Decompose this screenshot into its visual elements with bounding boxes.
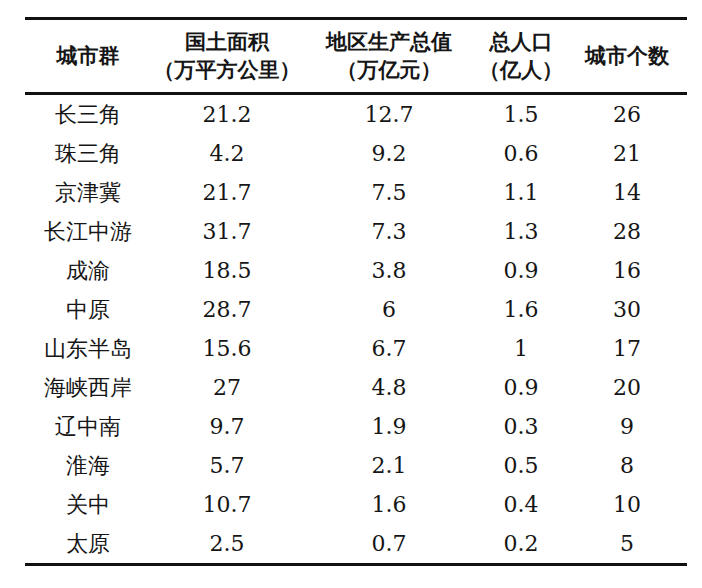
gdp-cell: 1.9 xyxy=(303,407,475,446)
population-cell: 0.2 xyxy=(475,524,567,565)
land-area-cell: 2.5 xyxy=(151,524,303,565)
city-count-cell: 26 xyxy=(567,94,687,135)
city-count-cell: 21 xyxy=(567,134,687,173)
header-gdp-unit: （万亿元） xyxy=(303,56,475,84)
cluster-name-cell: 长三角 xyxy=(25,94,151,135)
city-count-cell: 16 xyxy=(567,251,687,290)
cluster-name-cell: 辽中南 xyxy=(25,407,151,446)
population-cell: 0.6 xyxy=(475,134,567,173)
header-cluster: 城市群 xyxy=(25,19,151,94)
land-area-cell: 5.7 xyxy=(151,446,303,485)
table-row: 成渝 18.5 3.8 0.9 16 xyxy=(25,251,687,290)
table-row: 中原 28.7 6 1.6 30 xyxy=(25,290,687,329)
city-count-cell: 10 xyxy=(567,485,687,524)
table-row: 珠三角 4.2 9.2 0.6 21 xyxy=(25,134,687,173)
header-city-count: 城市个数 xyxy=(567,19,687,94)
land-area-cell: 15.6 xyxy=(151,329,303,368)
table-row: 京津冀 21.7 7.5 1.1 14 xyxy=(25,173,687,212)
city-count-cell: 20 xyxy=(567,368,687,407)
land-area-cell: 9.7 xyxy=(151,407,303,446)
cluster-name-cell: 成渝 xyxy=(25,251,151,290)
city-count-cell: 14 xyxy=(567,173,687,212)
header-row: 城市群 国土面积 （万平方公里） 地区生产总值 （万亿元） 总人口 （亿人） 城… xyxy=(25,19,687,94)
header-gdp: 地区生产总值 （万亿元） xyxy=(303,19,475,94)
gdp-cell: 6.7 xyxy=(303,329,475,368)
land-area-cell: 4.2 xyxy=(151,134,303,173)
city-count-cell: 8 xyxy=(567,446,687,485)
header-cluster-title: 城市群 xyxy=(25,42,151,70)
table-row: 长三角 21.2 12.7 1.5 26 xyxy=(25,94,687,135)
cluster-name-cell: 中原 xyxy=(25,290,151,329)
land-area-cell: 21.7 xyxy=(151,173,303,212)
population-cell: 0.5 xyxy=(475,446,567,485)
population-cell: 1 xyxy=(475,329,567,368)
gdp-cell: 4.8 xyxy=(303,368,475,407)
table-row: 太原 2.5 0.7 0.2 5 xyxy=(25,524,687,565)
header-land-area-title: 国土面积 xyxy=(151,28,303,56)
population-cell: 0.9 xyxy=(475,368,567,407)
population-cell: 0.9 xyxy=(475,251,567,290)
land-area-cell: 10.7 xyxy=(151,485,303,524)
header-population-title: 总人口 xyxy=(475,28,567,56)
table-row: 辽中南 9.7 1.9 0.3 9 xyxy=(25,407,687,446)
population-cell: 1.6 xyxy=(475,290,567,329)
land-area-cell: 31.7 xyxy=(151,212,303,251)
land-area-cell: 28.7 xyxy=(151,290,303,329)
header-city-count-title: 城市个数 xyxy=(567,42,687,70)
cluster-name-cell: 海峡西岸 xyxy=(25,368,151,407)
city-clusters-table-container: 城市群 国土面积 （万平方公里） 地区生产总值 （万亿元） 总人口 （亿人） 城… xyxy=(25,17,687,566)
header-population: 总人口 （亿人） xyxy=(475,19,567,94)
table-row: 长江中游 31.7 7.3 1.3 28 xyxy=(25,212,687,251)
cluster-name-cell: 长江中游 xyxy=(25,212,151,251)
header-land-area: 国土面积 （万平方公里） xyxy=(151,19,303,94)
cluster-name-cell: 淮海 xyxy=(25,446,151,485)
gdp-cell: 12.7 xyxy=(303,94,475,135)
header-population-unit: （亿人） xyxy=(475,56,567,84)
header-gdp-title: 地区生产总值 xyxy=(303,28,475,56)
gdp-cell: 2.1 xyxy=(303,446,475,485)
table-row: 淮海 5.7 2.1 0.5 8 xyxy=(25,446,687,485)
cluster-name-cell: 京津冀 xyxy=(25,173,151,212)
table-row: 关中 10.7 1.6 0.4 10 xyxy=(25,485,687,524)
land-area-cell: 21.2 xyxy=(151,94,303,135)
population-cell: 1.1 xyxy=(475,173,567,212)
population-cell: 1.3 xyxy=(475,212,567,251)
population-cell: 1.5 xyxy=(475,94,567,135)
header-land-area-unit: （万平方公里） xyxy=(151,56,303,84)
population-cell: 0.3 xyxy=(475,407,567,446)
cluster-name-cell: 太原 xyxy=(25,524,151,565)
city-count-cell: 30 xyxy=(567,290,687,329)
land-area-cell: 27 xyxy=(151,368,303,407)
table-body: 长三角 21.2 12.7 1.5 26 珠三角 4.2 9.2 0.6 21 … xyxy=(25,94,687,565)
city-count-cell: 5 xyxy=(567,524,687,565)
cluster-name-cell: 珠三角 xyxy=(25,134,151,173)
table-row: 海峡西岸 27 4.8 0.9 20 xyxy=(25,368,687,407)
gdp-cell: 0.7 xyxy=(303,524,475,565)
gdp-cell: 6 xyxy=(303,290,475,329)
gdp-cell: 1.6 xyxy=(303,485,475,524)
land-area-cell: 18.5 xyxy=(151,251,303,290)
gdp-cell: 7.5 xyxy=(303,173,475,212)
city-count-cell: 28 xyxy=(567,212,687,251)
cluster-name-cell: 山东半岛 xyxy=(25,329,151,368)
city-count-cell: 9 xyxy=(567,407,687,446)
city-count-cell: 17 xyxy=(567,329,687,368)
gdp-cell: 3.8 xyxy=(303,251,475,290)
population-cell: 0.4 xyxy=(475,485,567,524)
table-row: 山东半岛 15.6 6.7 1 17 xyxy=(25,329,687,368)
gdp-cell: 9.2 xyxy=(303,134,475,173)
gdp-cell: 7.3 xyxy=(303,212,475,251)
city-clusters-table: 城市群 国土面积 （万平方公里） 地区生产总值 （万亿元） 总人口 （亿人） 城… xyxy=(25,17,687,566)
table-header: 城市群 国土面积 （万平方公里） 地区生产总值 （万亿元） 总人口 （亿人） 城… xyxy=(25,19,687,94)
cluster-name-cell: 关中 xyxy=(25,485,151,524)
